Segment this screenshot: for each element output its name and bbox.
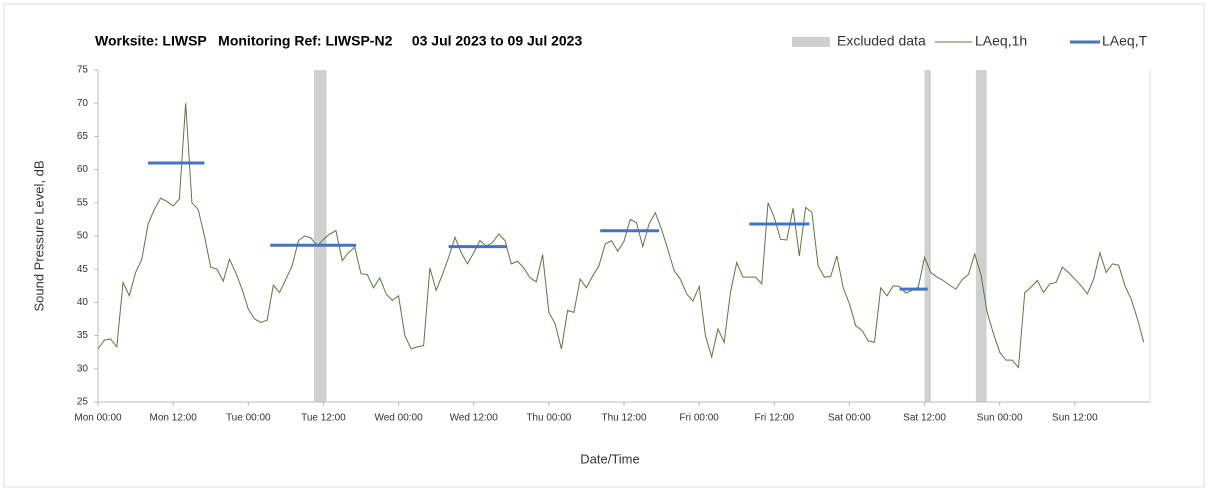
x-tick-label: Sun 12:00 bbox=[1052, 413, 1098, 424]
x-tick-label: Thu 12:00 bbox=[601, 413, 646, 424]
frame bbox=[3, 3, 1205, 488]
x-tick-label: Sun 00:00 bbox=[977, 413, 1023, 424]
x-tick-label: Fri 00:00 bbox=[679, 413, 719, 424]
y-tick-label: 45 bbox=[77, 264, 89, 275]
series-line bbox=[97, 103, 1145, 369]
legend-label: LAeq,1h bbox=[975, 33, 1027, 49]
legend-label: Excluded data bbox=[837, 33, 926, 49]
y-tick-label: 25 bbox=[77, 397, 89, 408]
x-tick-label: Tue 12:00 bbox=[301, 413, 346, 424]
x-tick-label: Sat 12:00 bbox=[903, 413, 946, 424]
x-tick-label: Wed 12:00 bbox=[450, 413, 499, 424]
x-axis-label: Date/Time bbox=[580, 451, 639, 466]
y-axis-label: Sound Pressure Level, dB bbox=[31, 160, 46, 311]
x-tick-label: Mon 12:00 bbox=[150, 413, 198, 424]
excluded-band bbox=[975, 70, 987, 402]
excluded-band bbox=[924, 70, 931, 402]
y-tick-label: 55 bbox=[77, 197, 89, 208]
y-tick-label: 50 bbox=[77, 231, 89, 242]
x-tick-label: Mon 00:00 bbox=[74, 413, 122, 424]
y-tick-label: 75 bbox=[77, 65, 89, 76]
legend-label: LAeq,T bbox=[1102, 33, 1148, 49]
y-tick-label: 65 bbox=[77, 131, 89, 142]
y-tick-label: 40 bbox=[77, 297, 89, 308]
x-tick-label: Thu 00:00 bbox=[526, 413, 571, 424]
y-tick-label: 35 bbox=[77, 330, 89, 341]
x-tick-label: Tue 00:00 bbox=[226, 413, 271, 424]
y-tick-label: 70 bbox=[77, 98, 89, 109]
excluded-band bbox=[314, 70, 327, 402]
y-tick-label: 30 bbox=[77, 363, 89, 374]
legend-swatch bbox=[792, 37, 830, 47]
y-tick-label: 60 bbox=[77, 164, 89, 175]
x-tick-label: Wed 00:00 bbox=[374, 413, 423, 424]
x-tick-label: Fri 12:00 bbox=[755, 413, 795, 424]
chart-title: Worksite: LIWSP Monitoring Ref: LIWSP-N2… bbox=[95, 33, 582, 49]
x-tick-label: Sat 00:00 bbox=[828, 413, 871, 424]
